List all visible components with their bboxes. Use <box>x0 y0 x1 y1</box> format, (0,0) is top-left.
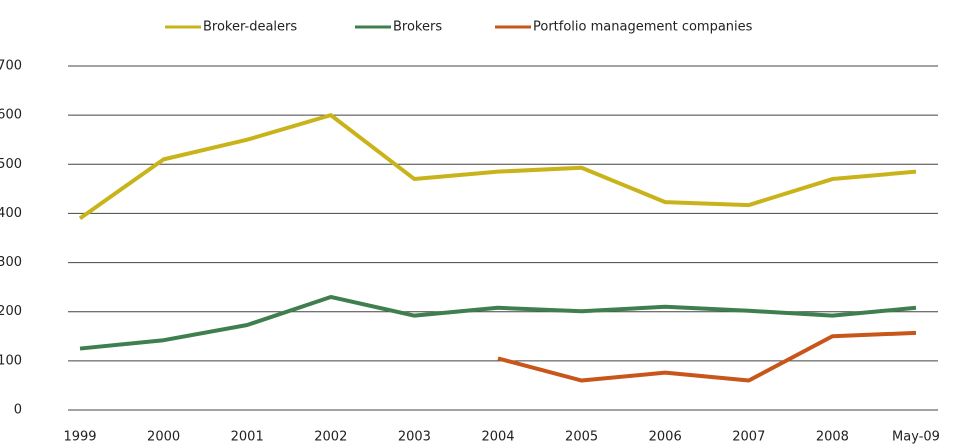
x-tick-label: 2002 <box>314 430 347 445</box>
series-line <box>78 113 917 220</box>
y-tick-label: 200 <box>0 304 22 319</box>
legend-label: Broker-dealers <box>203 20 297 35</box>
y-tick-label: 100 <box>0 353 22 368</box>
legend-label: Brokers <box>393 20 442 35</box>
x-tick-label: 2004 <box>481 430 514 445</box>
y-tick-label: 0 <box>14 403 22 418</box>
x-tick-label: 2007 <box>732 430 765 445</box>
x-tick-label: 2005 <box>565 430 598 445</box>
y-tick-label: 600 <box>0 108 22 123</box>
x-tick-label: 1999 <box>63 430 96 445</box>
x-tick-label: 2001 <box>231 430 264 445</box>
y-tick-label: 700 <box>0 59 22 74</box>
x-tick-label: 2008 <box>816 430 849 445</box>
y-tick-label: 300 <box>0 255 22 270</box>
x-tick-label: 2000 <box>147 430 180 445</box>
x-tick-label: 2006 <box>649 430 682 445</box>
series-line <box>497 330 917 383</box>
legend-label: Portfolio management companies <box>533 20 753 35</box>
y-tick-label: 400 <box>0 206 22 221</box>
x-tick-label: May-09 <box>892 430 940 445</box>
y-tick-label: 500 <box>0 157 22 172</box>
series-line <box>79 294 917 351</box>
x-tick-label: 2003 <box>398 430 431 445</box>
